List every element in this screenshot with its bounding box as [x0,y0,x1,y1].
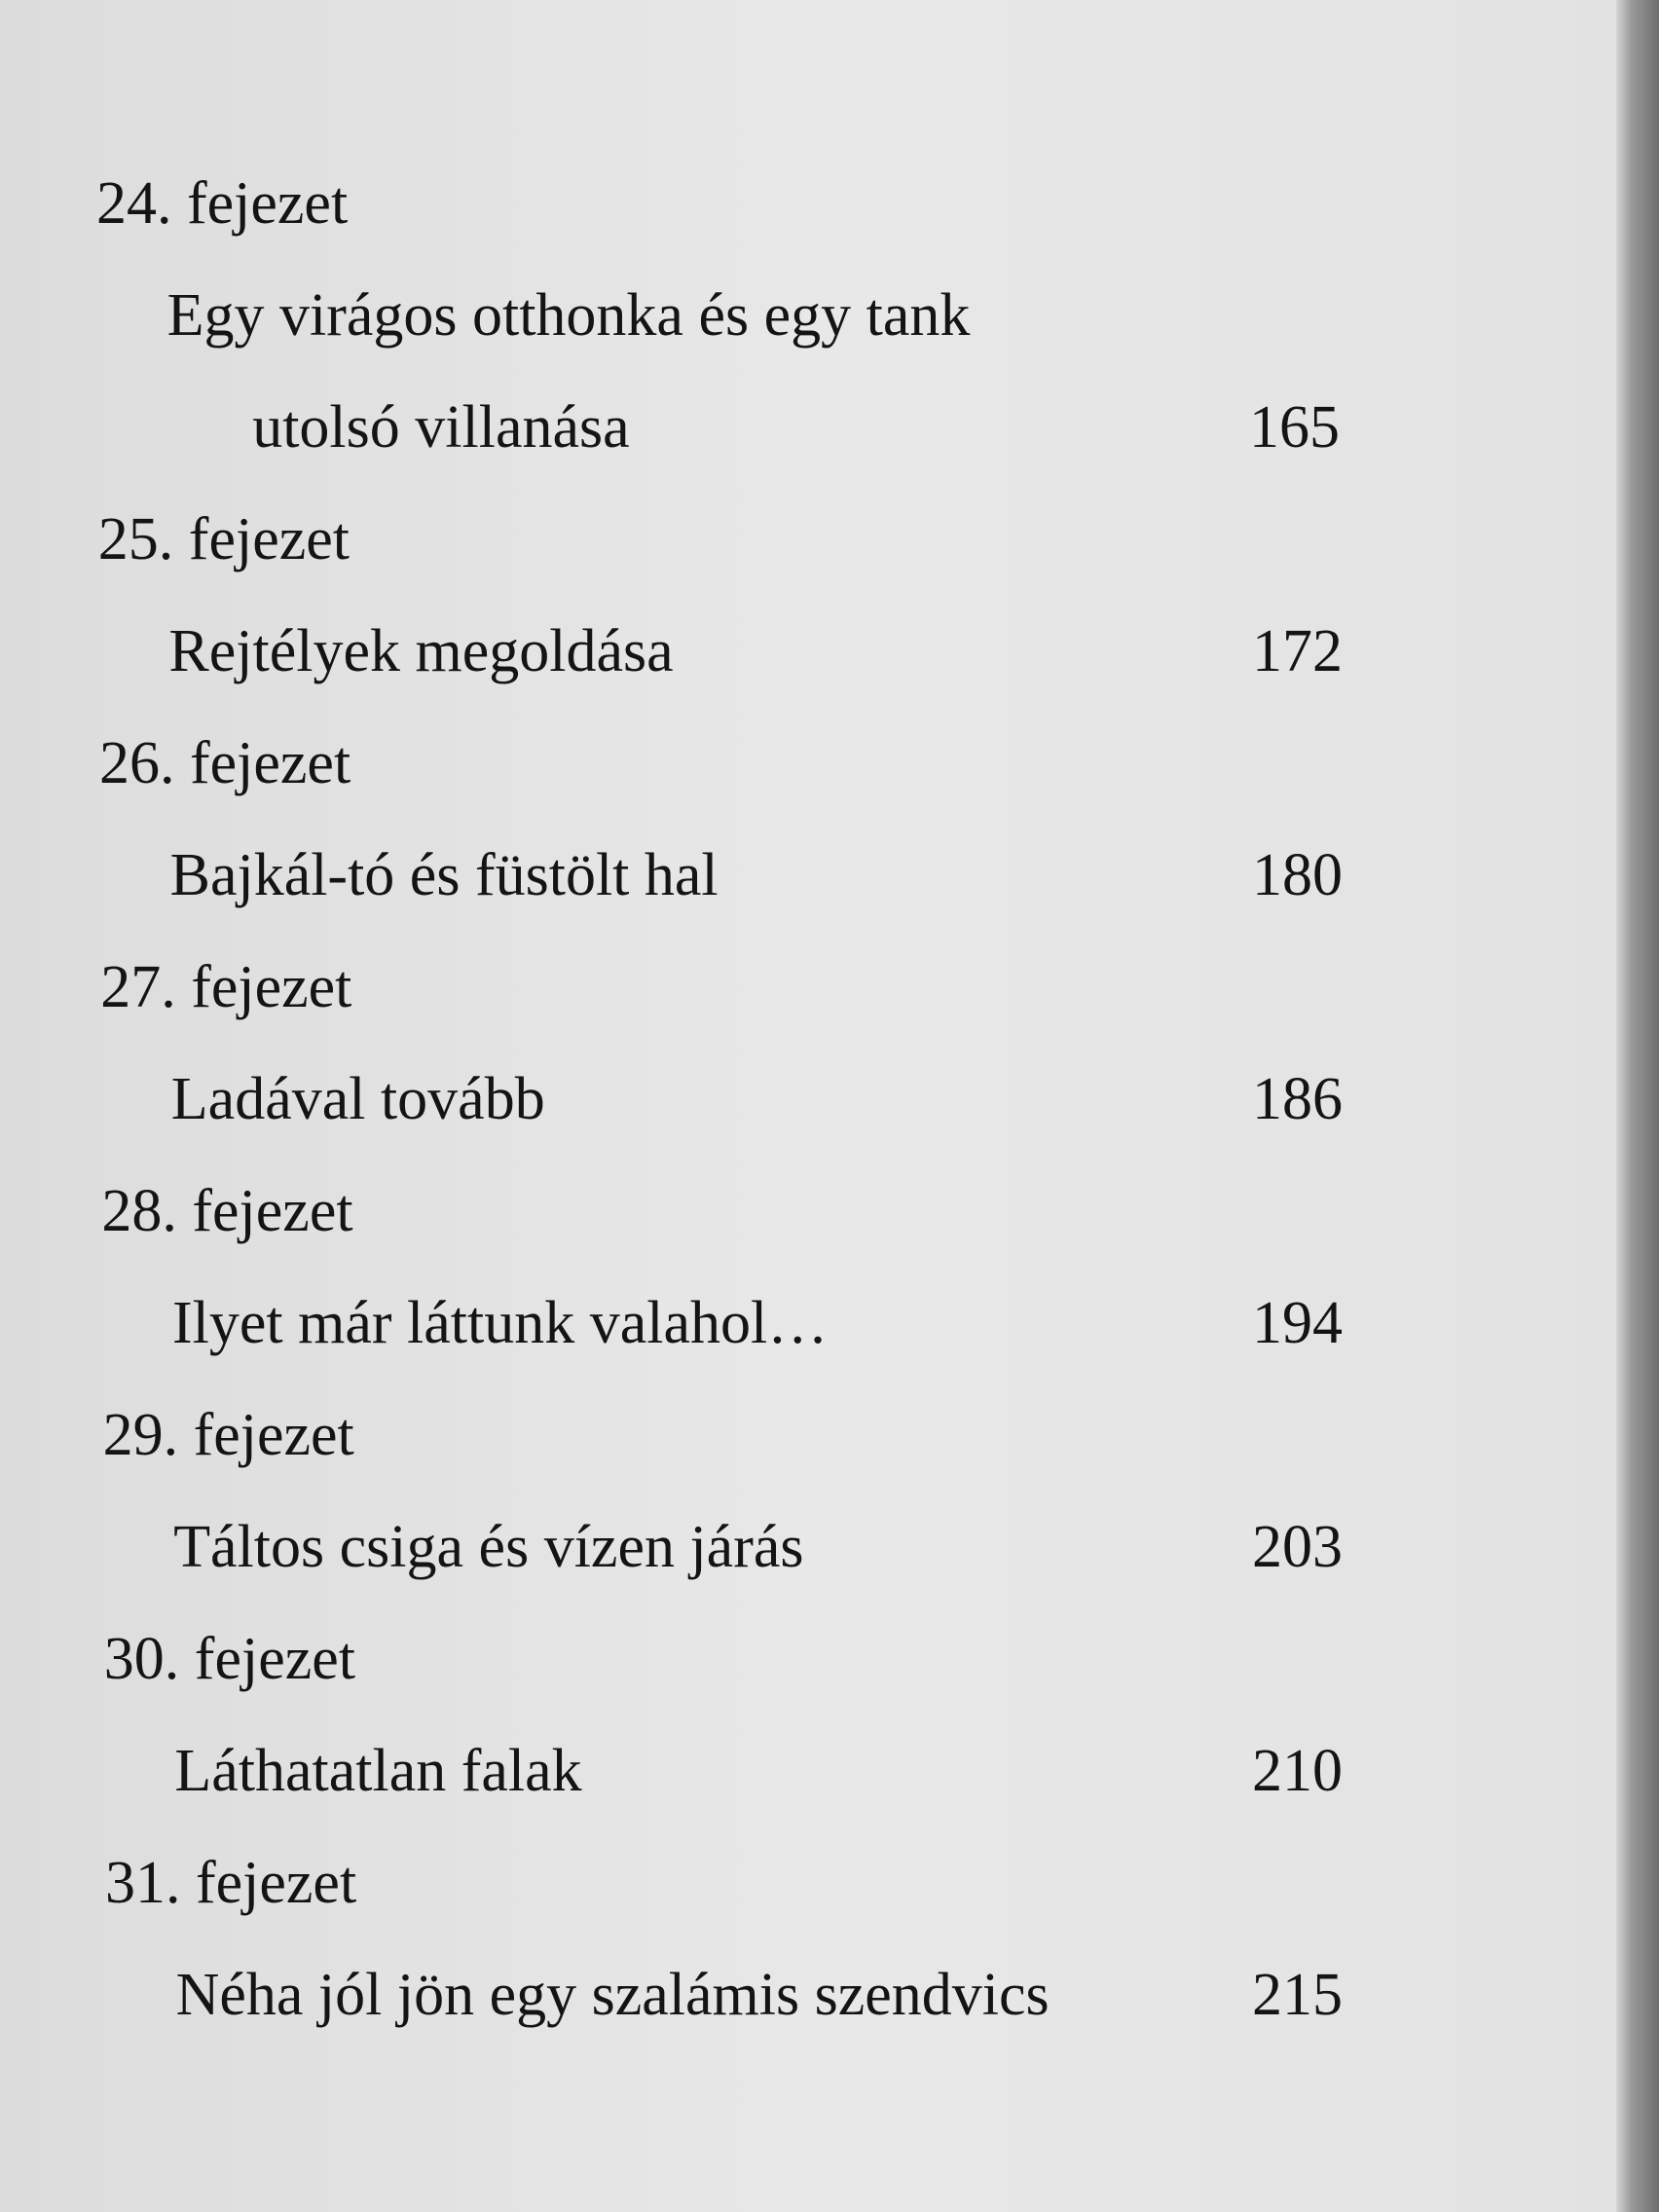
chapter-title: Táltos csiga és vízen járás [173,1514,803,1580]
chapter-title: Néha jól jön egy szalámis szendvics [176,1962,1050,2028]
page-number: 180 [1252,842,1343,908]
chapter-label: 28. fejezet [101,1178,352,1244]
page-number: 172 [1252,618,1343,684]
chapter-title: utolsó villanása [252,394,629,461]
chapter-label: 24. fejezet [96,170,348,237]
page-number: 210 [1252,1738,1343,1804]
table-of-contents: 24. fejezet Egy virágos otthonka és egy t… [96,170,1343,2028]
chapter-title: Rejtélyek megoldása [168,618,673,684]
chapter-label: 26. fejezet [99,730,350,796]
page-number: 194 [1252,1290,1343,1356]
chapter-title: Ilyet már láttunk valahol… [172,1290,828,1356]
chapter-label: 31. fejezet [105,1850,356,1916]
chapter-title: Bajkál-tó és füstölt hal [170,842,719,908]
chapter-title: Egy virágos otthonka és egy tank [167,282,971,349]
chapter-title: Láthatatlan falak [174,1738,581,1804]
chapter-title: Ladával tovább [171,1066,545,1132]
chapter-label: 29. fejezet [103,1402,354,1468]
page-number: 165 [1249,394,1340,461]
page-number: 186 [1252,1066,1343,1132]
chapter-label: 30. fejezet [104,1626,355,1692]
page-number: 203 [1252,1514,1343,1580]
page-number: 215 [1252,1962,1343,2028]
chapter-label: 27. fejezet [100,954,351,1020]
page-edge [1616,0,1659,2212]
chapter-label: 25. fejezet [98,506,350,572]
